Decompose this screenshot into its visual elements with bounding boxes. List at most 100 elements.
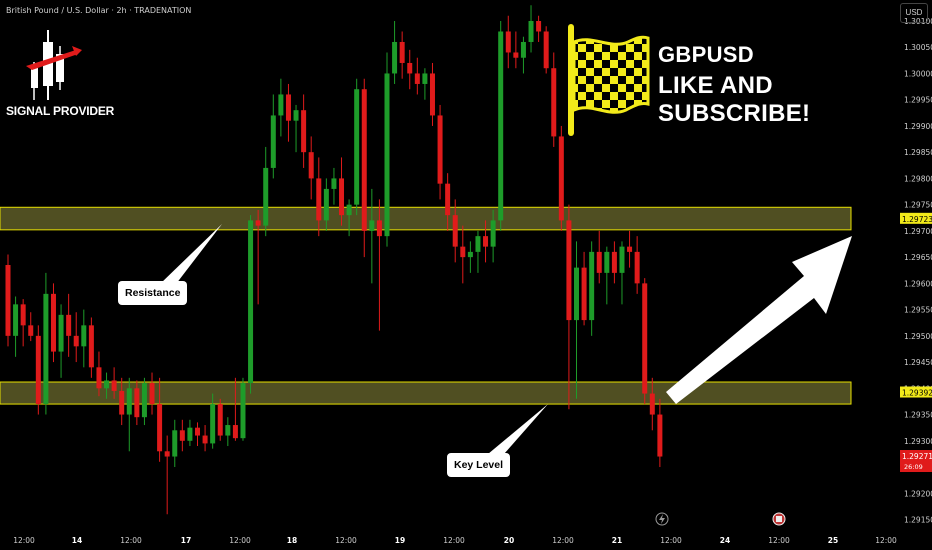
candle bbox=[43, 272, 49, 415]
candle bbox=[172, 419, 178, 468]
candle-body bbox=[460, 246, 466, 258]
candle bbox=[505, 15, 511, 69]
x-tick-label: 12:00 bbox=[443, 536, 465, 545]
x-tick-label: 12:00 bbox=[335, 536, 357, 545]
price-label-last: 1.29271 26:09 bbox=[900, 450, 932, 473]
candle bbox=[543, 26, 549, 74]
candle-body bbox=[88, 325, 94, 368]
candle-body bbox=[293, 110, 299, 121]
candle-body bbox=[505, 31, 511, 53]
candle bbox=[437, 104, 443, 200]
candle bbox=[278, 78, 284, 137]
candle bbox=[20, 299, 26, 347]
flag-event-icon[interactable] bbox=[772, 512, 786, 526]
candle-body bbox=[596, 251, 602, 273]
candle-body bbox=[361, 89, 367, 231]
candle-body bbox=[248, 220, 254, 384]
x-tick-label: 19 bbox=[395, 536, 405, 545]
y-tick-label: 1.29300 bbox=[904, 437, 932, 446]
headline-cta: LIKE AND SUBSCRIBE! bbox=[658, 72, 811, 127]
price-label-value: 1.29723 bbox=[902, 215, 932, 224]
candle-body bbox=[611, 251, 617, 273]
candle-body bbox=[323, 188, 329, 221]
candle-body bbox=[104, 380, 110, 389]
candle-body bbox=[452, 215, 458, 247]
x-tick-label: 12:00 bbox=[660, 536, 682, 545]
y-tick-label: 1.29150 bbox=[904, 516, 932, 525]
candle-body bbox=[255, 220, 261, 226]
candle bbox=[483, 220, 489, 263]
x-tick-label: 12:00 bbox=[552, 536, 574, 545]
resistance-pointer bbox=[160, 224, 222, 284]
candle bbox=[225, 417, 231, 447]
candle-body bbox=[66, 314, 72, 336]
candle bbox=[157, 377, 163, 462]
candle bbox=[73, 312, 79, 363]
candle bbox=[255, 209, 261, 305]
candle-body bbox=[574, 267, 579, 321]
y-tick-label: 1.29200 bbox=[904, 489, 932, 498]
candle bbox=[88, 317, 94, 378]
up-arrow-icon bbox=[666, 236, 852, 404]
y-tick-label: 1.29950 bbox=[904, 96, 932, 105]
candle bbox=[308, 136, 314, 200]
candle bbox=[566, 204, 572, 410]
candle-body bbox=[414, 73, 420, 84]
candle-body bbox=[225, 425, 231, 436]
key-level-callout: Key Level bbox=[447, 453, 511, 477]
lightning-icon[interactable] bbox=[655, 512, 669, 526]
checkered-flag-icon bbox=[568, 24, 650, 136]
candle bbox=[96, 351, 102, 397]
candle bbox=[589, 241, 595, 336]
candle-body bbox=[111, 380, 117, 391]
candle-body bbox=[619, 246, 625, 273]
x-tick-label: 20 bbox=[504, 536, 514, 545]
candle bbox=[384, 52, 390, 247]
candle bbox=[467, 241, 473, 273]
candle-body bbox=[369, 220, 375, 231]
candle bbox=[58, 304, 64, 378]
candle bbox=[551, 52, 557, 147]
candle bbox=[574, 241, 579, 399]
candle-body bbox=[551, 68, 557, 137]
candle bbox=[50, 283, 56, 363]
candle bbox=[263, 146, 269, 237]
price-label-value: 1.29271 bbox=[902, 452, 932, 461]
candle-body bbox=[589, 251, 595, 321]
candle bbox=[354, 78, 360, 216]
currency-button[interactable]: USD bbox=[900, 3, 928, 23]
candle bbox=[361, 78, 367, 258]
candle-body bbox=[164, 451, 170, 457]
candle bbox=[642, 278, 648, 405]
candle bbox=[520, 36, 526, 74]
candle bbox=[429, 62, 435, 126]
candle-body bbox=[528, 20, 534, 42]
candle bbox=[141, 377, 147, 426]
candle bbox=[323, 178, 329, 231]
candle-body bbox=[96, 367, 102, 389]
x-tick-label: 12:00 bbox=[13, 536, 35, 545]
y-tick-label: 1.29350 bbox=[904, 411, 932, 420]
candle bbox=[331, 167, 337, 205]
candle bbox=[13, 296, 19, 357]
candle-body bbox=[134, 388, 140, 418]
candle-body bbox=[5, 265, 11, 336]
candle bbox=[232, 377, 238, 441]
candle bbox=[657, 398, 663, 468]
candle-body bbox=[58, 314, 64, 352]
candle-body bbox=[634, 251, 640, 284]
y-tick-label: 1.29550 bbox=[904, 306, 932, 315]
price-label-resistance: 1.29723 bbox=[900, 212, 932, 224]
y-tick-label: 1.29800 bbox=[904, 174, 932, 183]
candle-body bbox=[467, 251, 473, 258]
x-tick-label: 12:00 bbox=[120, 536, 142, 545]
candle bbox=[301, 94, 307, 168]
candle bbox=[293, 104, 299, 153]
candle bbox=[627, 230, 633, 268]
candle bbox=[619, 241, 625, 305]
candle bbox=[475, 230, 481, 273]
candle-body bbox=[483, 236, 489, 247]
candle bbox=[35, 325, 41, 415]
candle bbox=[164, 435, 170, 515]
